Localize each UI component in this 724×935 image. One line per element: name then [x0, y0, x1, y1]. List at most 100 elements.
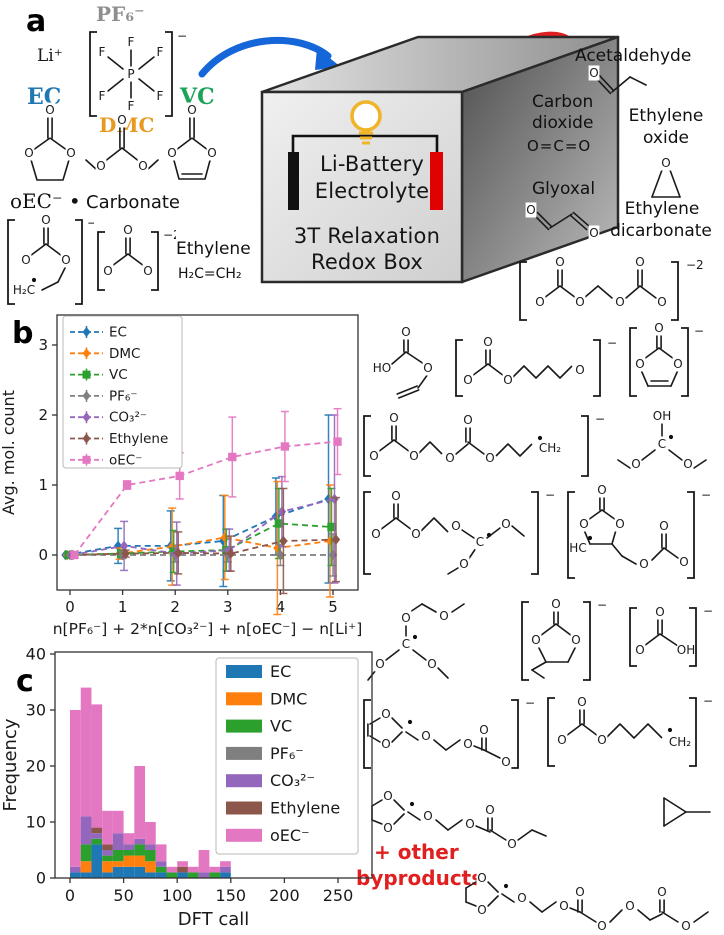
svg-text:O: O [411, 527, 420, 541]
redox-box [260, 35, 620, 284]
svg-text:CH₂: CH₂ [669, 735, 691, 749]
svg-text:100: 100 [162, 886, 193, 905]
svg-text:O: O [477, 903, 486, 917]
molecule-ethyl-cyclic-carbonate-anion: − O O O [521, 596, 607, 681]
glyoxal-label: Glyoxal [532, 179, 596, 199]
svg-text:200: 200 [269, 886, 300, 905]
svg-text:O: O [501, 755, 510, 769]
svg-text:O: O [371, 527, 380, 541]
svg-text:C: C [658, 437, 666, 451]
svg-text:O: O [391, 489, 400, 503]
svg-text:O: O [439, 609, 448, 623]
panel-a-label: a [26, 4, 47, 39]
svg-text:O: O [383, 821, 392, 835]
svg-text:O: O [615, 295, 624, 309]
series-3 [65, 533, 338, 577]
svg-text:O: O [526, 203, 535, 217]
svg-text:VC: VC [270, 717, 292, 736]
svg-text:O: O [66, 146, 75, 160]
molecule-vinylene-carbonate-anion: − O O O [629, 320, 704, 397]
svg-text:−: − [703, 604, 712, 618]
svg-text:O: O [21, 253, 30, 267]
svg-text:0: 0 [36, 869, 46, 888]
svg-text:O: O [579, 517, 588, 531]
svg-text:CO₃²⁻: CO₃²⁻ [109, 410, 147, 426]
svg-text:O: O [187, 103, 196, 117]
svg-text:−: − [87, 216, 94, 230]
oec-label: oEC⁻ • [10, 189, 81, 213]
svg-text:C: C [476, 535, 484, 549]
svg-text:O: O [597, 733, 606, 747]
svg-text:0: 0 [65, 598, 75, 616]
svg-text:5: 5 [328, 598, 338, 616]
svg-text:O: O [369, 449, 378, 463]
svg-text:3: 3 [223, 598, 233, 616]
svg-text:O: O [679, 555, 688, 569]
svg-text:−: − [545, 488, 555, 502]
svg-text:−2: −2 [607, 336, 616, 350]
svg-text:PF₆⁻: PF₆⁻ [109, 388, 137, 404]
molecule-alkylene-dicarbonate-dianion: −2 O O O O [455, 334, 616, 397]
svg-text:O: O [61, 253, 70, 267]
svg-text:O: O [655, 605, 664, 619]
svg-text:O: O [451, 519, 460, 533]
svg-text:F: F [157, 45, 164, 59]
carbonate-label: Carbonate [86, 192, 181, 213]
svg-text:O: O [167, 146, 176, 160]
molecule-acetaldehyde: O [588, 65, 647, 95]
molecule-hydrogen-carbonate-anion: − O O OH [629, 604, 712, 667]
molecule-oec-anion: − O O O H₂C [7, 212, 94, 305]
svg-text:OH: OH [653, 409, 671, 423]
panel-c-label: c [16, 664, 34, 699]
molecule-cyclic-carbonate-radical-anion-tail: − O O O HC O O O [567, 482, 711, 579]
byproducts-note-line2: byproducts [356, 866, 484, 890]
molecule-ec: O O O [23, 102, 77, 181]
svg-text:O: O [535, 295, 544, 309]
chart-dft-histogram: 0 10 20 30 40 0 50 100 150 200 250 DFT call Frequenc… [0, 645, 373, 930]
lightbulb-icon [350, 100, 382, 145]
svg-text:O: O [483, 335, 492, 349]
svg-text:EC: EC [109, 325, 127, 341]
svg-text:oEC⁻: oEC⁻ [109, 452, 142, 468]
svg-text:O: O [597, 483, 606, 497]
acetaldehyde-label: Acetaldehyde [575, 46, 692, 66]
svg-text:O: O [143, 264, 152, 278]
svg-text:O: O [421, 729, 430, 743]
svg-text:O: O [589, 66, 598, 80]
svg-text:F: F [99, 89, 106, 103]
svg-text:F: F [128, 35, 135, 49]
ethylene-dicarbonate-label-2: dicarbonate [610, 221, 712, 241]
svg-text:O: O [575, 363, 584, 377]
co2-formula: O=C=O [527, 137, 592, 155]
svg-text:OH: OH [677, 643, 695, 657]
svg-text:O: O [123, 223, 132, 237]
svg-text:VC: VC [109, 367, 128, 383]
ethylene-formula: H₂C=CH₂ [178, 266, 242, 282]
svg-text:O: O [571, 633, 580, 647]
svg-text:O: O [485, 451, 494, 465]
svg-text:20: 20 [26, 757, 46, 776]
svg-text:H₂C: H₂C [13, 283, 35, 297]
svg-text:Avg. mol. count: Avg. mol. count [0, 390, 18, 515]
svg-text:C: C [402, 637, 410, 651]
molecule-ethylene-oxide: O [651, 155, 681, 198]
ethylene-oxide-label-2: oxide [643, 128, 689, 148]
molecule-methyl-cyclopropane [663, 797, 711, 827]
svg-text:O: O [117, 113, 126, 127]
svg-text:O: O [575, 885, 584, 899]
svg-text:O: O [138, 159, 147, 173]
svg-text:O: O [463, 413, 472, 427]
svg-text:O: O [654, 321, 663, 335]
svg-text:O: O [597, 919, 606, 933]
svg-text:P: P [127, 67, 134, 81]
molecule-butylene-carbonate-radical-anion: − O O O CH₂ [547, 694, 713, 767]
svg-text:O: O [409, 449, 418, 463]
ethylene-oxide-label-1: Ethylene [628, 106, 704, 126]
svg-text:Ethylene: Ethylene [109, 431, 168, 447]
svg-text:2: 2 [170, 598, 180, 616]
svg-text:O: O [551, 597, 560, 611]
molecule-ethylene-dicarbonate: −2 O O O O O O [519, 254, 704, 321]
